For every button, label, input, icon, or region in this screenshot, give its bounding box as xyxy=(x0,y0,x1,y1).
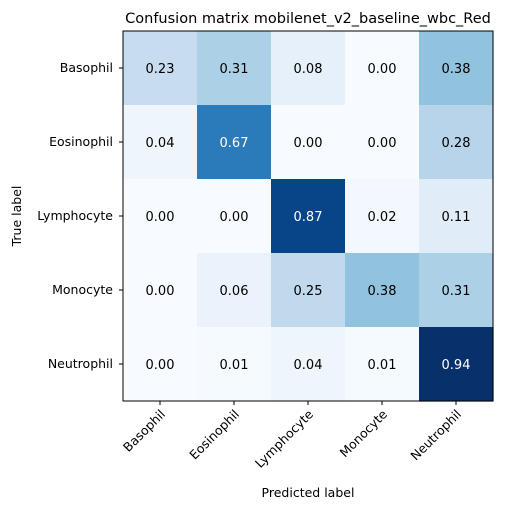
heatmap-value-neutrophil-neutrophil: 0.94 xyxy=(442,358,471,373)
heatmap-cell-lymphocyte-neutrophil xyxy=(419,179,494,254)
heatmap-value-neutrophil-eosinophil: 0.01 xyxy=(220,358,249,373)
heatmap-cell-monocyte-eosinophil xyxy=(197,253,272,328)
heatmap-value-eosinophil-basophil: 0.04 xyxy=(146,136,175,151)
heatmap-value-lymphocyte-basophil: 0.00 xyxy=(146,210,175,225)
heatmap-value-monocyte-monocyte: 0.38 xyxy=(368,284,397,299)
x-axis-ticks: Basophil Eosinophil Lymphocyte Monocyte Neut… xyxy=(120,401,464,471)
heatmap-value-basophil-monocyte: 0.00 xyxy=(368,62,397,77)
y-tick-label-monocyte: Monocyte xyxy=(52,282,113,297)
heatmap-value-lymphocyte-eosinophil: 0.00 xyxy=(220,210,249,225)
y-tick-label-lymphocyte: Lymphocyte xyxy=(37,208,113,223)
heatmap-cell-eosinophil-lymphocyte xyxy=(271,105,346,180)
heatmap-cell-basophil-lymphocyte xyxy=(271,31,346,106)
y-axis-label: True label xyxy=(9,186,24,248)
heatmap-values: 0.23 0.31 0.08 0.00 0.38 0.04 0.67 0.00 0.00 0.28… xyxy=(146,62,471,373)
heatmap-value-neutrophil-basophil: 0.00 xyxy=(146,358,175,373)
heatmap-cell-lymphocyte-lymphocyte xyxy=(271,179,346,254)
heatmap-cell-eosinophil-eosinophil xyxy=(197,105,272,180)
heatmap-cell-neutrophil-neutrophil xyxy=(419,327,494,402)
heatmap-value-eosinophil-neutrophil: 0.28 xyxy=(442,136,471,151)
heatmap-value-eosinophil-eosinophil: 0.67 xyxy=(220,136,249,151)
heatmap-value-eosinophil-lymphocyte: 0.00 xyxy=(294,136,323,151)
heatmap-cell-eosinophil-basophil xyxy=(123,105,198,180)
heatmap-cell-neutrophil-monocyte xyxy=(345,327,420,402)
heatmap-cell-basophil-monocyte xyxy=(345,31,420,106)
heatmap-value-monocyte-basophil: 0.00 xyxy=(146,284,175,299)
heatmap-cell-basophil-basophil xyxy=(123,31,198,106)
heatmap-value-basophil-basophil: 0.23 xyxy=(146,62,175,77)
heatmap-cell-basophil-neutrophil xyxy=(419,31,494,106)
heatmap-cell-lymphocyte-monocyte xyxy=(345,179,420,254)
x-tick-label-basophil: Basophil xyxy=(120,407,168,455)
heatmap-value-basophil-lymphocyte: 0.08 xyxy=(294,62,323,77)
y-tick-label-basophil: Basophil xyxy=(60,60,113,75)
chart-title: Confusion matrix mobilenet_v2_baseline_w… xyxy=(125,11,491,27)
heatmap-cell-monocyte-lymphocyte xyxy=(271,253,346,328)
heatmap-cell-lymphocyte-basophil xyxy=(123,179,198,254)
heatmap-cell-neutrophil-lymphocyte xyxy=(271,327,346,402)
y-tick-label-neutrophil: Neutrophil xyxy=(48,356,113,371)
heatmap-cell-monocyte-neutrophil xyxy=(419,253,494,328)
x-tick-label-monocyte: Monocyte xyxy=(336,406,390,460)
x-tick-label-eosinophil: Eosinophil xyxy=(186,407,242,463)
heatmap-value-monocyte-eosinophil: 0.06 xyxy=(220,284,249,299)
x-axis-label: Predicted label xyxy=(262,485,355,500)
heatmap-cell-eosinophil-monocyte xyxy=(345,105,420,180)
heatmap-value-basophil-eosinophil: 0.31 xyxy=(220,62,249,77)
heatmap-value-lymphocyte-monocyte: 0.02 xyxy=(368,210,397,225)
heatmap-value-basophil-neutrophil: 0.38 xyxy=(442,62,471,77)
heatmap-value-eosinophil-monocyte: 0.00 xyxy=(368,136,397,151)
heatmap-value-neutrophil-monocyte: 0.01 xyxy=(368,358,397,373)
heatmap-value-monocyte-neutrophil: 0.31 xyxy=(442,284,471,299)
heatmap-cell-monocyte-basophil xyxy=(123,253,198,328)
heatmap-cells xyxy=(123,31,494,402)
y-axis-ticks: Basophil Eosinophil Lymphocyte Monocyte Neut… xyxy=(37,60,123,371)
x-tick-label-neutrophil: Neutrophil xyxy=(407,407,464,464)
y-tick-label-eosinophil: Eosinophil xyxy=(49,134,113,149)
heatmap-cell-monocyte-monocyte xyxy=(345,253,420,328)
heatmap-value-neutrophil-lymphocyte: 0.04 xyxy=(294,358,323,373)
heatmap-cell-basophil-eosinophil xyxy=(197,31,272,106)
x-tick-label-lymphocyte: Lymphocyte xyxy=(252,406,316,470)
heatmap-cell-eosinophil-neutrophil xyxy=(419,105,494,180)
heatmap-cell-neutrophil-basophil xyxy=(123,327,198,402)
heatmap-value-lymphocyte-neutrophil: 0.11 xyxy=(442,210,471,225)
heatmap-value-lymphocyte-lymphocyte: 0.87 xyxy=(294,210,323,225)
heatmap-value-monocyte-lymphocyte: 0.25 xyxy=(294,284,323,299)
heatmap-cell-neutrophil-eosinophil xyxy=(197,327,272,402)
heatmap-cell-lymphocyte-eosinophil xyxy=(197,179,272,254)
